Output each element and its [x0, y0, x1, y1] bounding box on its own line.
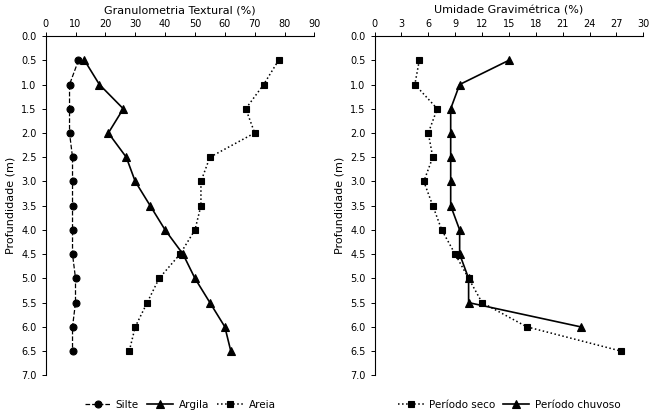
- Line: Período seco: Período seco: [411, 57, 624, 354]
- Areia: [197, 179, 205, 184]
- Argila: [206, 300, 214, 305]
- Silte: [66, 106, 73, 111]
- Silte: [69, 349, 77, 354]
- Silte: [71, 276, 79, 281]
- Areia: [191, 227, 199, 232]
- Período chuvoso: [464, 300, 472, 305]
- Y-axis label: Profundidade (m): Profundidade (m): [5, 157, 16, 254]
- Argila: [161, 227, 169, 232]
- Areia: [242, 106, 250, 111]
- Legend: Silte, Argila, Areia: Silte, Argila, Areia: [81, 396, 280, 414]
- Silte: [66, 131, 73, 136]
- X-axis label: Umidade Gravimétrica (%): Umidade Gravimétrica (%): [434, 5, 584, 15]
- Período chuvoso: [456, 227, 464, 232]
- Silte: [75, 58, 83, 63]
- Argila: [122, 155, 130, 160]
- Areia: [197, 203, 205, 208]
- Período seco: [617, 349, 625, 354]
- Período chuvoso: [447, 203, 455, 208]
- Areia: [155, 276, 163, 281]
- Período seco: [411, 82, 419, 87]
- Areia: [260, 82, 268, 87]
- Argila: [104, 131, 112, 136]
- Line: Silte: Silte: [66, 57, 82, 354]
- Período seco: [451, 251, 459, 256]
- Período chuvoso: [447, 106, 455, 111]
- Argila: [227, 349, 234, 354]
- Silte: [69, 324, 77, 329]
- Período seco: [420, 179, 428, 184]
- Silte: [69, 203, 77, 208]
- Período seco: [523, 324, 531, 329]
- Período chuvoso: [447, 131, 455, 136]
- Período seco: [429, 155, 437, 160]
- Período chuvoso: [456, 251, 464, 256]
- Legend: Período seco, Período chuvoso: Período seco, Período chuvoso: [394, 396, 624, 414]
- Período seco: [438, 227, 445, 232]
- Areia: [131, 324, 139, 329]
- Período seco: [415, 58, 423, 63]
- Argila: [131, 179, 139, 184]
- Line: Período chuvoso: Período chuvoso: [447, 56, 585, 331]
- Período seco: [429, 203, 437, 208]
- Argila: [81, 58, 88, 63]
- Areia: [274, 58, 282, 63]
- Areia: [206, 155, 214, 160]
- Período seco: [464, 276, 472, 281]
- Período chuvoso: [456, 82, 464, 87]
- Silte: [66, 82, 73, 87]
- Line: Argila: Argila: [81, 56, 235, 355]
- Argila: [179, 251, 187, 256]
- Areia: [125, 349, 133, 354]
- Y-axis label: Profundidade (m): Profundidade (m): [335, 157, 345, 254]
- Silte: [69, 251, 77, 256]
- Período seco: [424, 131, 432, 136]
- Line: Areia: Areia: [126, 57, 282, 354]
- Período seco: [478, 300, 486, 305]
- Areia: [143, 300, 151, 305]
- Areia: [251, 131, 259, 136]
- Argila: [119, 106, 127, 111]
- Silte: [69, 155, 77, 160]
- Silte: [69, 179, 77, 184]
- Argila: [146, 203, 154, 208]
- Silte: [71, 300, 79, 305]
- Período chuvoso: [464, 276, 472, 281]
- Areia: [176, 251, 184, 256]
- X-axis label: Granulometria Textural (%): Granulometria Textural (%): [104, 5, 256, 15]
- Período seco: [434, 106, 441, 111]
- Argila: [221, 324, 229, 329]
- Período chuvoso: [447, 155, 455, 160]
- Argila: [191, 276, 199, 281]
- Período chuvoso: [505, 58, 513, 63]
- Período chuvoso: [447, 179, 455, 184]
- Período chuvoso: [576, 324, 584, 329]
- Argila: [96, 82, 103, 87]
- Silte: [69, 227, 77, 232]
